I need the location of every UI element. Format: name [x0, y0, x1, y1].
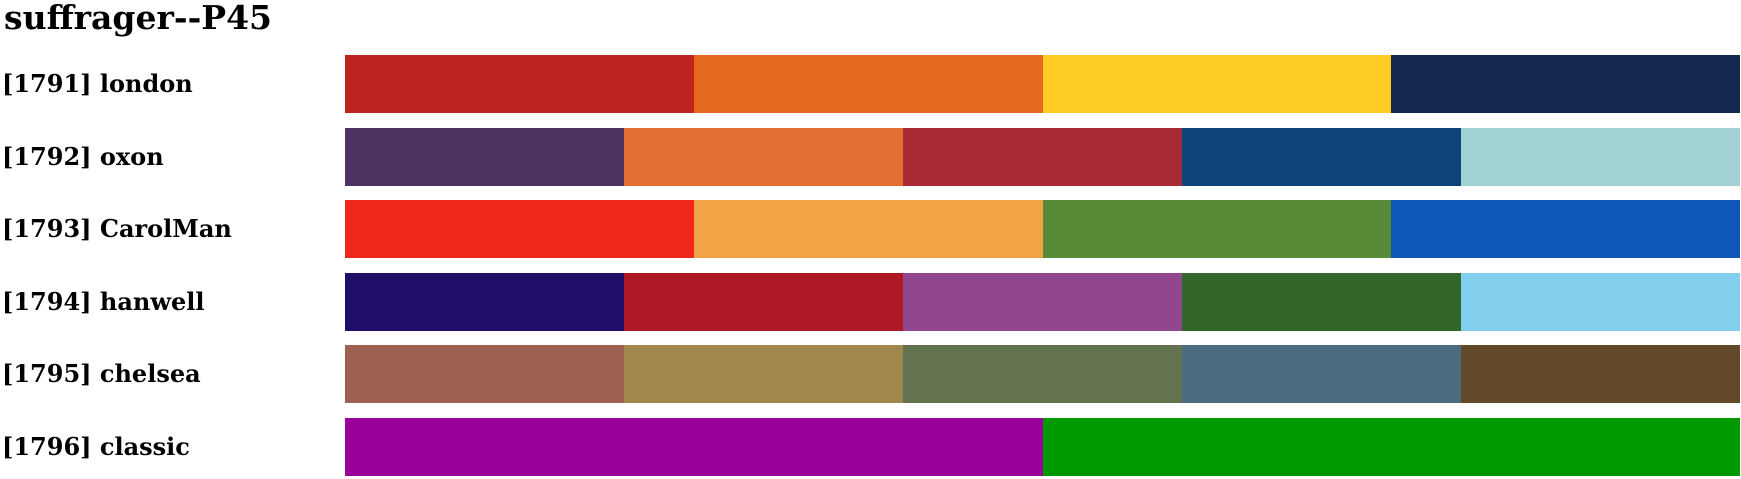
color-swatch	[903, 345, 1182, 403]
palette-label: [1793] CarolMan	[2, 214, 232, 243]
palette-swatch-bar	[345, 273, 1740, 331]
color-swatch	[345, 418, 1043, 476]
page-title: suffrager--P45	[4, 0, 273, 37]
color-swatch	[345, 55, 694, 113]
color-swatch	[345, 345, 624, 403]
palette-label: [1794] hanwell	[2, 287, 205, 316]
palette-row: [1792] oxon	[0, 128, 1741, 186]
color-swatch	[345, 128, 624, 186]
color-swatch	[693, 200, 1043, 258]
color-swatch	[693, 55, 1043, 113]
color-swatch	[1182, 345, 1461, 403]
color-swatch	[1391, 200, 1740, 258]
color-swatch	[1182, 128, 1461, 186]
palette-label: [1795] chelsea	[2, 359, 201, 388]
palette-row: [1795] chelsea	[0, 345, 1741, 403]
color-swatch	[1042, 418, 1740, 476]
color-swatch	[1461, 345, 1740, 403]
palette-swatch-bar	[345, 128, 1740, 186]
palette-row: [1791] london	[0, 55, 1741, 113]
palette-row: [1794] hanwell	[0, 273, 1741, 331]
color-swatch	[903, 273, 1182, 331]
color-swatch	[1182, 273, 1461, 331]
color-swatch	[345, 200, 694, 258]
color-swatch	[624, 273, 903, 331]
color-swatch	[1461, 273, 1740, 331]
palette-swatch-bar	[345, 200, 1740, 258]
color-swatch	[1042, 55, 1392, 113]
color-swatch	[1042, 200, 1392, 258]
color-swatch	[903, 128, 1182, 186]
palette-swatch-bar	[345, 418, 1740, 476]
color-swatch	[624, 128, 903, 186]
palette-label: [1791] london	[2, 69, 193, 98]
color-swatch	[345, 273, 624, 331]
palette-row: [1793] CarolMan	[0, 200, 1741, 258]
palette-label: [1796] classic	[2, 432, 190, 461]
palette-swatch-bar	[345, 55, 1740, 113]
palette-row: [1796] classic	[0, 418, 1741, 476]
color-swatch	[1461, 128, 1740, 186]
color-swatch	[1391, 55, 1740, 113]
palette-swatch-bar	[345, 345, 1740, 403]
color-swatch	[624, 345, 903, 403]
palette-label: [1792] oxon	[2, 142, 164, 171]
